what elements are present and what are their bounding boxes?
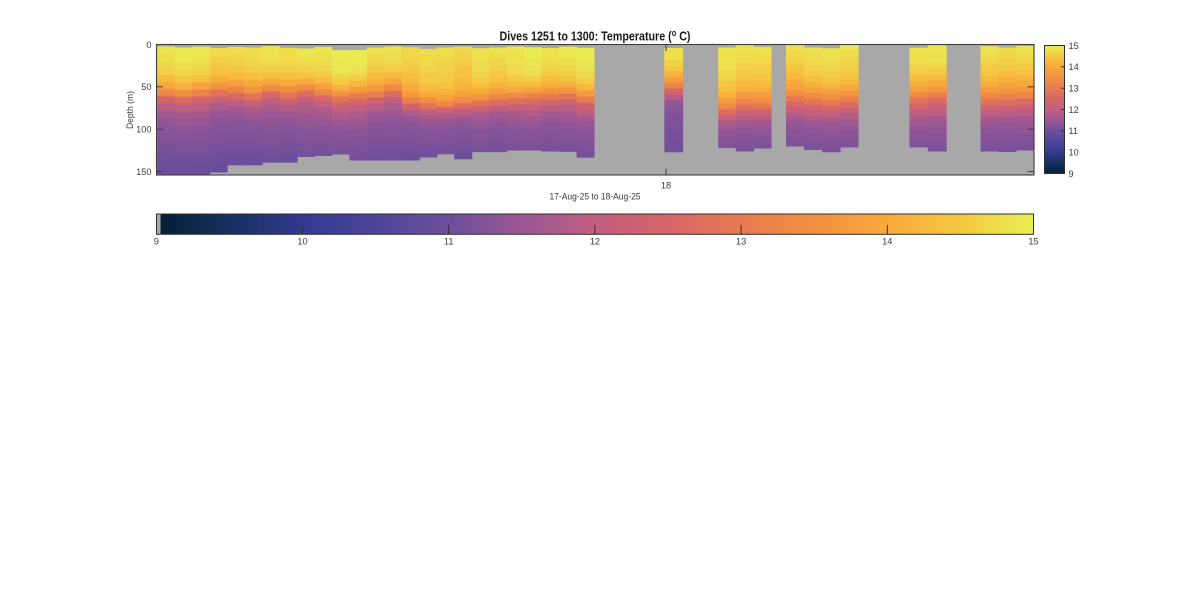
svg-text:11: 11 <box>1069 126 1079 136</box>
svg-text:17-Aug-25 to 18-Aug-25: 17-Aug-25 to 18-Aug-25 <box>550 192 641 203</box>
svg-text:18: 18 <box>661 180 671 190</box>
svg-text:11: 11 <box>444 237 454 247</box>
svg-text:9: 9 <box>1069 169 1074 179</box>
svg-text:150: 150 <box>136 167 151 177</box>
svg-text:14: 14 <box>1069 62 1079 72</box>
svg-text:15: 15 <box>1069 41 1079 51</box>
svg-text:12: 12 <box>1069 105 1079 115</box>
svg-text:9: 9 <box>154 237 159 247</box>
svg-text:13: 13 <box>736 237 746 247</box>
svg-text:15: 15 <box>1028 237 1038 247</box>
svg-text:50: 50 <box>141 82 151 92</box>
svg-text:0: 0 <box>146 40 151 50</box>
svg-text:Dives 1251 to 1300: Temperatur: Dives 1251 to 1300: Temperature (o C) <box>500 28 691 44</box>
svg-text:100: 100 <box>136 125 151 135</box>
svg-text:Depth (m): Depth (m) <box>125 91 136 129</box>
svg-text:14: 14 <box>882 237 892 247</box>
svg-text:10: 10 <box>297 237 307 247</box>
svg-text:10: 10 <box>1069 148 1079 158</box>
svg-text:12: 12 <box>590 237 600 247</box>
svg-text:13: 13 <box>1069 84 1079 94</box>
